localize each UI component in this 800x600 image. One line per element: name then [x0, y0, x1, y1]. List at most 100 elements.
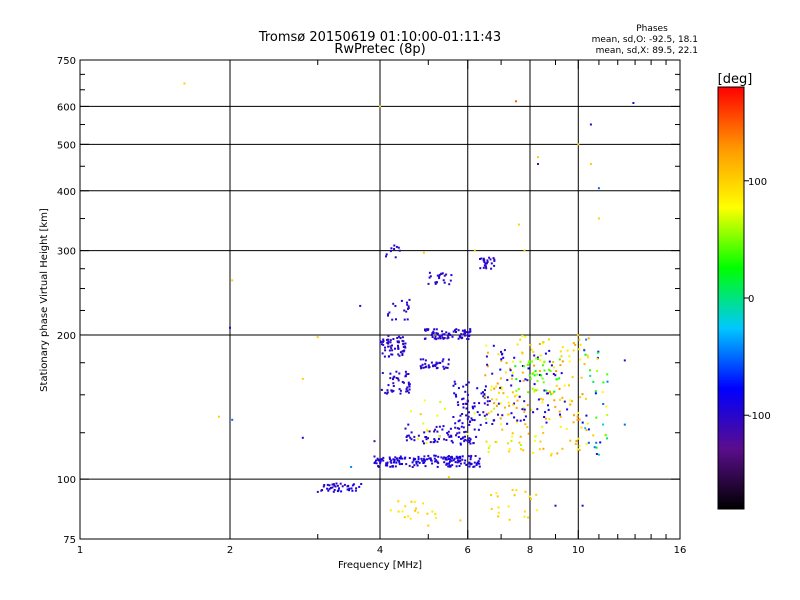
echo-point: [459, 443, 462, 446]
echo-point: [605, 405, 608, 408]
echo-point: [595, 453, 598, 455]
echo-point: [393, 458, 396, 461]
echo-point: [377, 465, 380, 467]
echo-point: [519, 338, 522, 341]
echo-point: [542, 364, 544, 367]
echo-point: [486, 400, 489, 403]
echo-point: [332, 483, 335, 486]
echo-point: [459, 519, 462, 522]
echo-point: [452, 330, 455, 333]
echo-point: [511, 391, 514, 394]
y-tick-label: 500: [57, 140, 76, 151]
echo-point: [520, 444, 522, 447]
echo-point: [452, 459, 455, 462]
echo-point: [386, 461, 389, 464]
echo-point: [401, 457, 404, 460]
echo-point: [346, 488, 349, 491]
echo-point: [490, 494, 493, 497]
echo-point: [391, 353, 394, 356]
echo-point: [523, 365, 525, 368]
echo-point: [561, 360, 564, 363]
echo-point: [424, 465, 427, 468]
echo-point: [388, 355, 390, 358]
echo-point: [522, 449, 525, 452]
echo-point: [441, 330, 444, 333]
echo-point: [561, 447, 564, 450]
echo-point: [561, 396, 564, 399]
echo-point: [485, 440, 488, 443]
echo-point: [491, 372, 494, 375]
echo-point: [445, 331, 448, 334]
echo-point: [530, 498, 532, 501]
echo-point: [335, 482, 338, 485]
echo-point: [606, 373, 609, 376]
echo-point: [457, 387, 460, 390]
echo-point: [568, 355, 571, 358]
echo-point: [414, 509, 417, 512]
echo-point: [569, 403, 572, 406]
echo-point: [434, 281, 437, 284]
echo-point: [572, 342, 575, 344]
echo-point: [457, 337, 460, 340]
echo-point: [397, 500, 400, 503]
echo-point: [517, 223, 520, 226]
echo-point: [385, 463, 388, 466]
echo-point: [506, 396, 509, 399]
echo-point: [405, 390, 408, 393]
echo-point: [533, 439, 536, 442]
echo-point: [594, 392, 597, 395]
echo-point: [623, 423, 626, 426]
echo-point: [410, 438, 413, 441]
echo-point: [555, 384, 558, 387]
phases-o-stats: mean, sd,O: -92.5, 18.1: [592, 35, 698, 45]
echo-point: [435, 459, 438, 462]
echo-point: [396, 457, 399, 460]
echo-point: [485, 344, 488, 347]
echo-point: [468, 423, 471, 426]
echo-point: [583, 349, 586, 352]
echo-point: [531, 387, 534, 390]
echo-point: [397, 346, 400, 349]
echo-point: [595, 446, 598, 449]
echo-point: [454, 426, 457, 429]
phases-x-stats: mean, sd,X: 89.5, 22.1: [596, 46, 698, 56]
echo-point: [555, 370, 558, 373]
echo-point: [461, 437, 464, 440]
echo-point: [548, 360, 551, 363]
echo-point: [500, 358, 503, 361]
echo-point: [397, 347, 400, 350]
echo-point: [358, 485, 361, 488]
echo-point: [458, 459, 461, 462]
echo-point: [455, 465, 458, 468]
echo-point: [461, 458, 464, 461]
echo-point: [327, 489, 330, 492]
echo-point: [506, 379, 509, 381]
echo-point: [502, 392, 505, 395]
echo-point: [596, 357, 599, 360]
echo-point: [554, 504, 557, 507]
echo-point: [568, 384, 570, 387]
echo-point: [417, 460, 420, 463]
echo-point: [513, 416, 516, 419]
echo-point: [396, 337, 399, 339]
echo-point: [444, 458, 447, 461]
echo-point: [524, 415, 527, 418]
echo-point: [536, 356, 539, 359]
echo-point: [434, 428, 437, 431]
echo-point: [462, 406, 465, 409]
echo-point: [511, 432, 514, 435]
echo-point: [560, 372, 563, 375]
echo-point: [406, 389, 409, 392]
echo-point: [559, 350, 562, 353]
echo-point: [427, 364, 430, 367]
echo-point: [380, 388, 383, 391]
echo-point: [382, 338, 385, 341]
echo-point: [508, 404, 511, 407]
echo-point: [476, 387, 479, 390]
echo-point: [455, 331, 457, 333]
echo-point: [537, 358, 539, 360]
echo-point: [398, 459, 401, 462]
echo-point: [401, 510, 404, 513]
echo-point: [550, 454, 553, 457]
echo-point: [463, 440, 466, 443]
